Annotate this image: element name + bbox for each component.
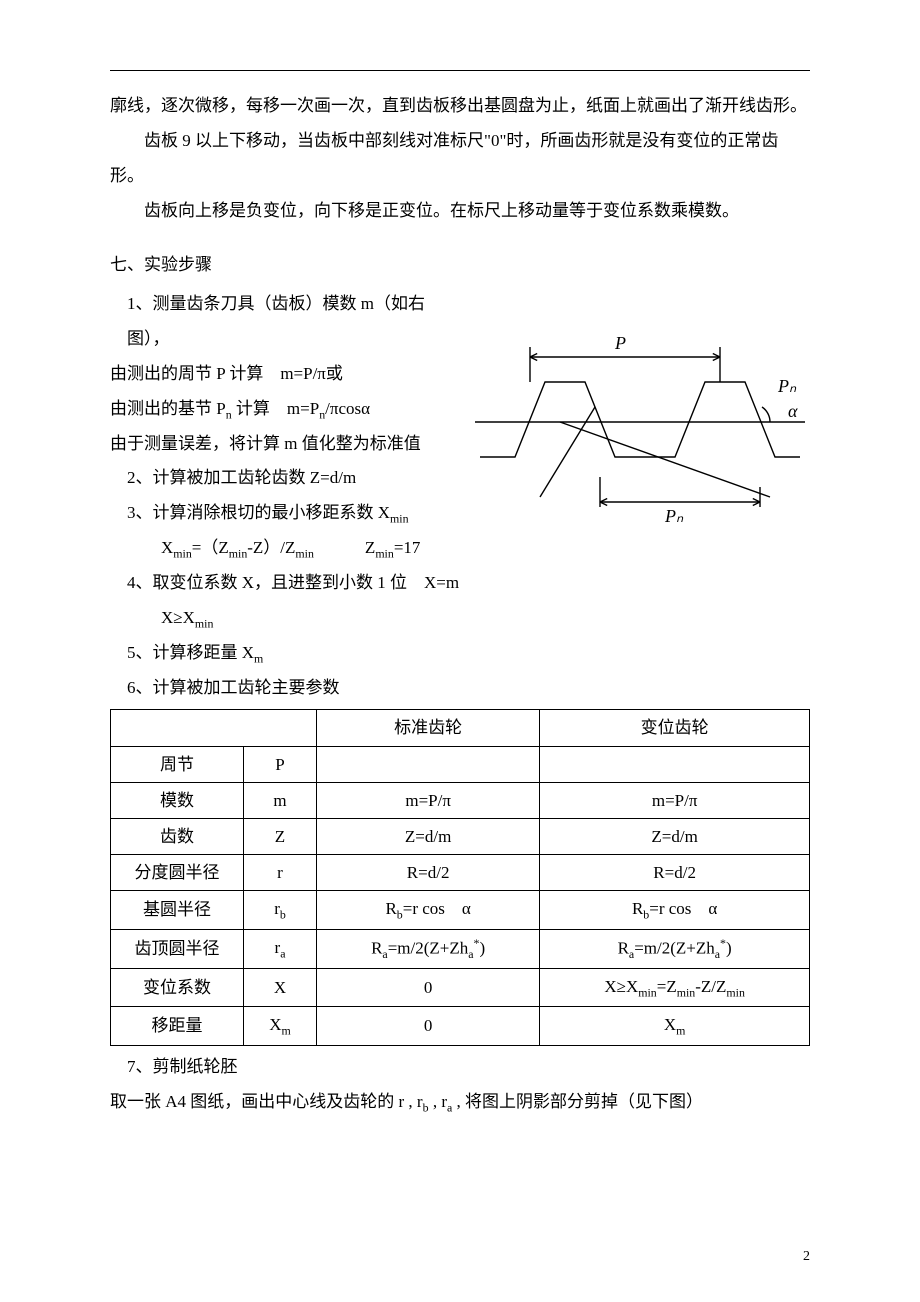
page-number: 2 (803, 1243, 810, 1272)
step-3-text: 3、计算消除根切的最小移距系数 Xmin (127, 503, 409, 522)
rack-diagram: P Pₙ α Pₙ (460, 287, 810, 537)
param-symbol: Xm (244, 1007, 317, 1045)
step-block-with-diagram: 1、测量齿条刀具（齿板）模数 m（如右图）， 由测出的周节 P 计算 m=P/π… (110, 287, 810, 705)
table-row: 分度圆半径rR=d/2R=d/2 (111, 855, 810, 891)
param-symbol: r (244, 855, 317, 891)
table-header: 标准齿轮 (317, 710, 540, 746)
param-standard: Ra=m/2(Z+Zha*) (317, 929, 540, 968)
param-symbol: rb (244, 891, 317, 929)
table-header-blank (111, 710, 317, 746)
param-standard: R=d/2 (317, 855, 540, 891)
step-3a-text: Xmin=（Zmin-Z）/Zmin Zmin=17 (161, 538, 420, 557)
svg-text:α: α (788, 401, 798, 421)
step-7a-text: 取一张 A4 图纸，画出中心线及齿轮的 r , rb , ra , 将图上阴影部… (110, 1092, 703, 1111)
param-standard: Rb=r cos α (317, 891, 540, 929)
step-4a-text: X≥Xmin (161, 608, 213, 627)
step-7: 7、剪制纸轮胚 (127, 1050, 810, 1085)
step-3: 3、计算消除根切的最小移距系数 Xmin (127, 496, 460, 531)
param-symbol: X (244, 968, 317, 1006)
top-rule (110, 70, 810, 71)
step-2: 2、计算被加工齿轮齿数 Z=d/m (127, 461, 460, 496)
step-1: 1、测量齿条刀具（齿板）模数 m（如右图）， (127, 287, 460, 357)
table-row: 周节P (111, 746, 810, 782)
param-shifted: R=d/2 (540, 855, 810, 891)
parameters-table: 标准齿轮变位齿轮周节P模数mm=P/πm=P/π齿数ZZ=d/mZ=d/m分度圆… (110, 709, 810, 1045)
param-standard: 0 (317, 1007, 540, 1045)
table-row: 模数mm=P/πm=P/π (111, 782, 810, 818)
param-symbol: m (244, 782, 317, 818)
svg-text:Pₙ: Pₙ (777, 376, 797, 396)
param-standard (317, 746, 540, 782)
step-6: 6、计算被加工齿轮主要参数 (127, 671, 460, 706)
page: 廓线，逐次微移，每移一次画一次，直到齿板移出基圆盘为止，纸面上就画出了渐开线齿形… (0, 0, 920, 1302)
step-4a: X≥Xmin (161, 601, 460, 636)
svg-text:Pₙ: Pₙ (664, 506, 684, 526)
param-shifted: X≥Xmin=Zmin-Z/Zmin (540, 968, 810, 1006)
param-name: 齿顶圆半径 (111, 929, 244, 968)
section-7-title: 七、实验步骤 (110, 248, 810, 283)
rack-diagram-svg: P Pₙ α Pₙ (470, 327, 810, 537)
param-standard: 0 (317, 968, 540, 1006)
step-7a: 取一张 A4 图纸，画出中心线及齿轮的 r , rb , ra , 将图上阴影部… (110, 1085, 810, 1120)
param-name: 模数 (111, 782, 244, 818)
step-1a: 由测出的周节 P 计算 m=P/π或 (110, 357, 460, 392)
param-standard: Z=d/m (317, 818, 540, 854)
param-shifted: Z=d/m (540, 818, 810, 854)
table-header: 变位齿轮 (540, 710, 810, 746)
paragraph-3: 齿板向上移是负变位，向下移是正变位。在标尺上移动量等于变位系数乘模数。 (110, 194, 810, 229)
param-standard: m=P/π (317, 782, 540, 818)
steps-left: 1、测量齿条刀具（齿板）模数 m（如右图）， 由测出的周节 P 计算 m=P/π… (110, 287, 460, 705)
param-shifted: Rb=r cos α (540, 891, 810, 929)
step-3a: Xmin=（Zmin-Z）/Zmin Zmin=17 (161, 531, 460, 566)
step-5: 5、计算移距量 Xm (127, 636, 460, 671)
param-name: 变位系数 (111, 968, 244, 1006)
svg-text:P: P (614, 333, 626, 353)
param-symbol: P (244, 746, 317, 782)
param-symbol: Z (244, 818, 317, 854)
step-1b-text: 由测出的基节 Pn 计算 m=Pn/πcosα (110, 399, 370, 418)
param-name: 基圆半径 (111, 891, 244, 929)
step-1b: 由测出的基节 Pn 计算 m=Pn/πcosα (110, 392, 460, 427)
table-row: 变位系数X0X≥Xmin=Zmin-Z/Zmin (111, 968, 810, 1006)
param-shifted: m=P/π (540, 782, 810, 818)
param-shifted: Xm (540, 1007, 810, 1045)
step-4: 4、取变位系数 X，且进整到小数 1 位 X=m (127, 566, 460, 601)
table-row: 齿顶圆半径raRa=m/2(Z+Zha*)Ra=m/2(Z+Zha*) (111, 929, 810, 968)
table-row: 齿数ZZ=d/mZ=d/m (111, 818, 810, 854)
param-name: 齿数 (111, 818, 244, 854)
param-name: 移距量 (111, 1007, 244, 1045)
paragraph-1: 廓线，逐次微移，每移一次画一次，直到齿板移出基圆盘为止，纸面上就画出了渐开线齿形… (110, 89, 810, 124)
table-row: 基圆半径rbRb=r cos αRb=r cos α (111, 891, 810, 929)
param-shifted: Ra=m/2(Z+Zha*) (540, 929, 810, 968)
table-row: 移距量Xm0Xm (111, 1007, 810, 1045)
paragraph-2: 齿板 9 以上下移动，当齿板中部刻线对准标尺"0"时，所画齿形就是没有变位的正常… (110, 124, 810, 194)
param-name: 周节 (111, 746, 244, 782)
param-name: 分度圆半径 (111, 855, 244, 891)
step-1c: 由于测量误差，将计算 m 值化整为标准值 (110, 427, 460, 462)
param-shifted (540, 746, 810, 782)
param-symbol: ra (244, 929, 317, 968)
step-5-text: 5、计算移距量 Xm (127, 643, 263, 662)
